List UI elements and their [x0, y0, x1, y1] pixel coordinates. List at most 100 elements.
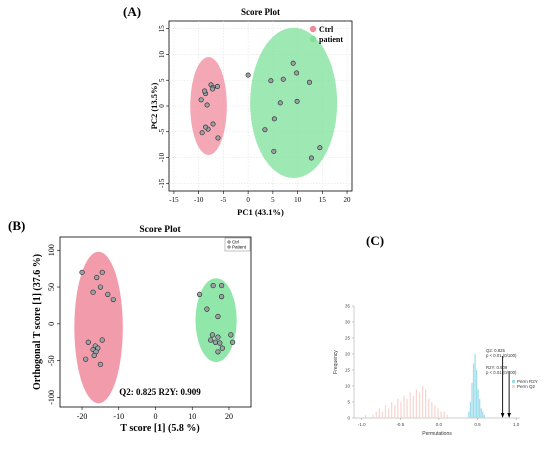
chart-a-y-tick-label: -15 [158, 178, 166, 188]
chart-b-y-tick-label: 100 [47, 244, 56, 256]
chart-b-point [99, 337, 105, 343]
chart-b-legend-label: Patient [232, 245, 247, 250]
panel-label-c: (C) [366, 233, 385, 248]
chart-b-point [94, 274, 100, 281]
chart-c-histogram-bar [471, 382, 473, 418]
panel-label-b: (B) [8, 218, 26, 233]
chart-a-point [271, 116, 277, 122]
chart-b-y-tick-label: -100 [47, 390, 56, 405]
chart-c-histogram-bar [468, 411, 470, 418]
chart-c-annotation: R2Y: 0.909 [486, 365, 508, 370]
chart-b-x-tick-label: 20 [225, 412, 233, 421]
chart-a-point [262, 127, 268, 133]
chart-b-point [230, 339, 236, 345]
chart-a-y-axis-label: PC2 (13.5%) [149, 82, 159, 129]
chart-b-confidence-ellipse [195, 278, 237, 363]
chart-a-point [198, 97, 204, 103]
chart-b-point [91, 352, 97, 359]
chart-c-histogram-bar [397, 398, 399, 418]
chart-b-point [217, 340, 223, 346]
chart-a-legend-marker [309, 35, 317, 43]
chart-c-y-tick-label: 0 [347, 416, 350, 421]
chart-a: Score Plot -15 -10 -5 0 5 10 15 20 -15 -10 -5 0 5 10 15… [149, 7, 353, 217]
chart-b-point [210, 282, 216, 289]
chart-c-y-tick-label: 10 [345, 384, 351, 389]
chart-c-legend-marker [512, 385, 515, 388]
chart-a-point [199, 130, 205, 136]
chart-a-legend-marker [309, 25, 317, 33]
chart-c-histogram-bar [472, 363, 475, 418]
chart-c-histogram-bar [479, 398, 481, 418]
chart-a-legend-label: Ctrl [319, 25, 334, 34]
chart-b-point [204, 306, 210, 312]
chart-a-point [245, 72, 251, 78]
chart-b-x-tick-label: -20 [77, 412, 88, 421]
chart-a-point [290, 60, 296, 66]
chart-b-point [215, 313, 221, 320]
chart-a-point [294, 98, 300, 104]
chart-b-point [85, 339, 91, 345]
chart-b-point [209, 332, 216, 338]
chart-b-title: Score Plot [139, 225, 181, 235]
chart-b-point [90, 289, 96, 295]
chart-c-histogram-bar [412, 395, 414, 418]
chart-b-point [207, 337, 214, 343]
chart-a-x-tick-label: 5 [271, 196, 275, 204]
chart-a-point [214, 83, 220, 89]
chart-a-y-tick-label: 0 [158, 104, 166, 108]
chart-a-point [204, 102, 210, 108]
chart-a-point [268, 78, 274, 84]
chart-c-observed-arrow-head [500, 413, 505, 418]
chart-c-histogram-bar [437, 408, 439, 418]
chart-b-point [212, 339, 218, 345]
chart-c-histogram-bar [475, 370, 478, 418]
chart-b-confidence-ellipse [74, 251, 123, 404]
chart-b-point [219, 294, 225, 300]
chart-a-y-tick-label: -10 [158, 152, 166, 162]
chart-a-point [308, 155, 314, 161]
chart-a-x-tick-label: 0 [246, 196, 250, 204]
chart-c-x-tick-label: 0.0 [436, 422, 443, 427]
chart-c-y-axis-label: Frequency [333, 350, 339, 374]
chart-a-point [306, 79, 312, 85]
chart-c-histogram-bar [483, 414, 485, 418]
chart-a-point [210, 86, 216, 92]
chart-b-legend-label: Ctrl [232, 240, 239, 245]
chart-c-histogram-bar [387, 408, 390, 418]
chart-a-point [210, 121, 216, 127]
chart-b-point [215, 349, 221, 355]
chart-c-histogram-bar [375, 411, 377, 418]
chart-c-x-tick-label: 1.0 [513, 422, 520, 427]
chart-b-x-tick-label: -10 [113, 412, 124, 421]
chart-a-title: Score Plot [241, 7, 280, 17]
chart-c-histogram-bar [372, 414, 374, 418]
chart-c-histogram-bar [469, 402, 472, 418]
chart-b-point [99, 269, 105, 275]
chart-c-legend-label: Perm Q2 [517, 384, 536, 389]
chart-b-x-tick-label: 0 [154, 412, 158, 421]
chart-b-x-tick-label: 10 [188, 412, 196, 421]
chart-c-histogram-bar [474, 354, 476, 418]
chart-b-y-tick-label: 0 [47, 322, 56, 326]
chart-c-histogram-bar [381, 411, 384, 418]
chart-b-point [110, 296, 116, 303]
chart-a-x-tick-label: -5 [220, 196, 226, 204]
chart-b-y-tick-label: 50 [47, 283, 56, 291]
chart-b-point [228, 332, 234, 338]
chart-a-x-tick-label: 10 [294, 196, 302, 204]
chart-c-annotation: Q2: 0.825 [486, 348, 505, 353]
chart-c-y-tick-label: 20 [345, 352, 351, 357]
chart-a-point [317, 145, 323, 151]
chart-c-histogram-bar [384, 405, 387, 418]
chart-c-x-tick-label: -1.0 [358, 422, 366, 427]
chart-c-histogram-bar [443, 411, 445, 418]
chart-a-point [202, 88, 208, 94]
chart-c-legend-label: Perm R2Y [517, 379, 538, 384]
chart-c-y-tick-label: 25 [345, 336, 351, 341]
chart-b-point [97, 361, 104, 367]
chart-a-y-tick-label: -5 [158, 128, 166, 134]
